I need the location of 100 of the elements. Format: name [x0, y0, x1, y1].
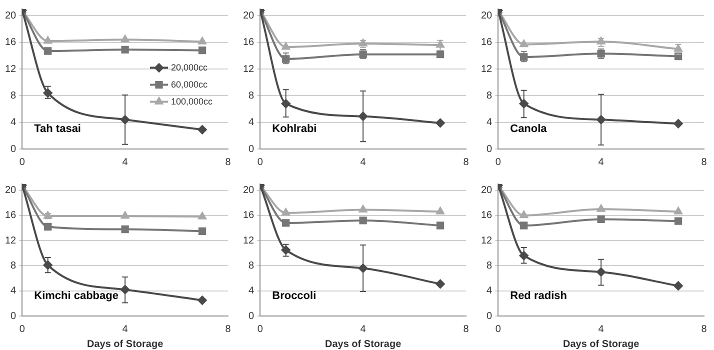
point [282, 208, 290, 216]
y-tick-label: 0 [248, 144, 255, 155]
x-tick-label: 8 [225, 156, 232, 168]
point [596, 115, 606, 124]
y-tick-label: 16 [481, 210, 493, 222]
point [121, 212, 130, 219]
point [282, 219, 290, 227]
y-tick-label: 16 [243, 210, 255, 222]
x-axis-title: Days of Storage [324, 338, 402, 350]
x-tick-label: 8 [701, 156, 708, 168]
point [436, 222, 444, 230]
y-tick-label: 4 [248, 117, 255, 128]
point [674, 119, 683, 128]
y-tick-label: 0 [486, 144, 493, 155]
annotation: Kimchi cabbage [34, 290, 118, 302]
x-tick-label: 8 [701, 324, 708, 335]
point [198, 212, 206, 220]
point [597, 204, 606, 212]
point [597, 215, 605, 224]
y-tick-label: 20 [243, 10, 255, 22]
y-tick-label: 20 [481, 185, 493, 196]
point [674, 44, 682, 52]
y-tick-label: 8 [486, 260, 493, 272]
point [44, 36, 52, 44]
point [359, 216, 367, 224]
point [44, 47, 52, 55]
x-tick-label: 0 [19, 156, 26, 168]
point [44, 222, 52, 231]
y-tick-label: 4 [486, 286, 493, 297]
y-tick-label: 0 [486, 310, 493, 322]
x-axis-title: Days of Storage [86, 338, 164, 350]
y-tick-label: 12 [481, 235, 493, 246]
point [597, 37, 606, 44]
point [43, 88, 52, 98]
x-tick-label: 4 [360, 156, 366, 168]
point [520, 210, 528, 218]
y-tick-label: 8 [10, 90, 17, 102]
annotation: Tah tasai [34, 123, 81, 135]
y-tick-label: 8 [248, 90, 255, 102]
annotation: Canola [510, 123, 548, 135]
y-tick-label: 12 [5, 64, 17, 75]
y-tick-label: 20 [243, 185, 255, 196]
annotation: Broccoli [272, 290, 316, 302]
point [282, 42, 290, 50]
point [436, 50, 444, 58]
point [198, 125, 207, 134]
x-tick-label: 8 [463, 324, 470, 335]
point [121, 46, 129, 54]
annotation: Kohlrabi [272, 123, 317, 135]
y-tick-label: 0 [248, 310, 255, 322]
y-tick-label: 16 [243, 37, 255, 48]
y-tick-label: 4 [486, 117, 493, 128]
point [436, 40, 444, 48]
x-axis-title: Days of Storage [562, 338, 640, 350]
x-tick-label: 0 [495, 156, 502, 168]
x-tick-label: 0 [257, 324, 264, 335]
point [436, 207, 444, 214]
legend-label: 20,000cc [171, 62, 208, 72]
point [198, 46, 206, 54]
point [674, 217, 682, 225]
point [436, 279, 445, 288]
x-tick-label: 4 [360, 324, 366, 335]
y-tick-label: 8 [10, 260, 17, 272]
x-tick-label: 0 [495, 324, 502, 335]
y-tick-label: 4 [10, 286, 17, 297]
point [359, 205, 368, 213]
y-tick-label: 16 [5, 210, 17, 222]
y-tick-label: 4 [248, 286, 255, 297]
y-tick-label: 12 [5, 235, 17, 246]
y-tick-label: 12 [243, 235, 255, 246]
point [358, 264, 368, 273]
y-tick-label: 8 [248, 260, 255, 272]
y-tick-label: 4 [10, 117, 17, 128]
point [282, 55, 290, 63]
y-tick-label: 16 [5, 37, 17, 48]
y-tick-label: 12 [243, 64, 255, 75]
point [520, 40, 528, 48]
point [198, 296, 207, 305]
x-tick-label: 4 [122, 156, 128, 168]
point [358, 112, 368, 121]
point [198, 227, 206, 235]
y-tick-label: 8 [486, 90, 493, 102]
x-tick-label: 0 [257, 156, 264, 168]
y-tick-label: 12 [481, 64, 493, 75]
y-tick-label: 0 [10, 310, 17, 322]
point [436, 118, 445, 128]
point [674, 281, 683, 290]
point [520, 222, 528, 230]
x-tick-label: 4 [122, 324, 128, 335]
y-tick-label: 16 [481, 37, 493, 48]
y-tick-label: 20 [5, 10, 17, 22]
x-tick-label: 4 [598, 324, 604, 335]
y-tick-label: 20 [5, 185, 17, 196]
x-tick-label: 8 [463, 156, 470, 168]
point [121, 35, 130, 42]
legend-label: 100,000cc [171, 96, 214, 106]
point [198, 37, 206, 44]
point [120, 115, 130, 124]
legend-label: 60,000cc [171, 79, 208, 90]
point [121, 225, 129, 234]
